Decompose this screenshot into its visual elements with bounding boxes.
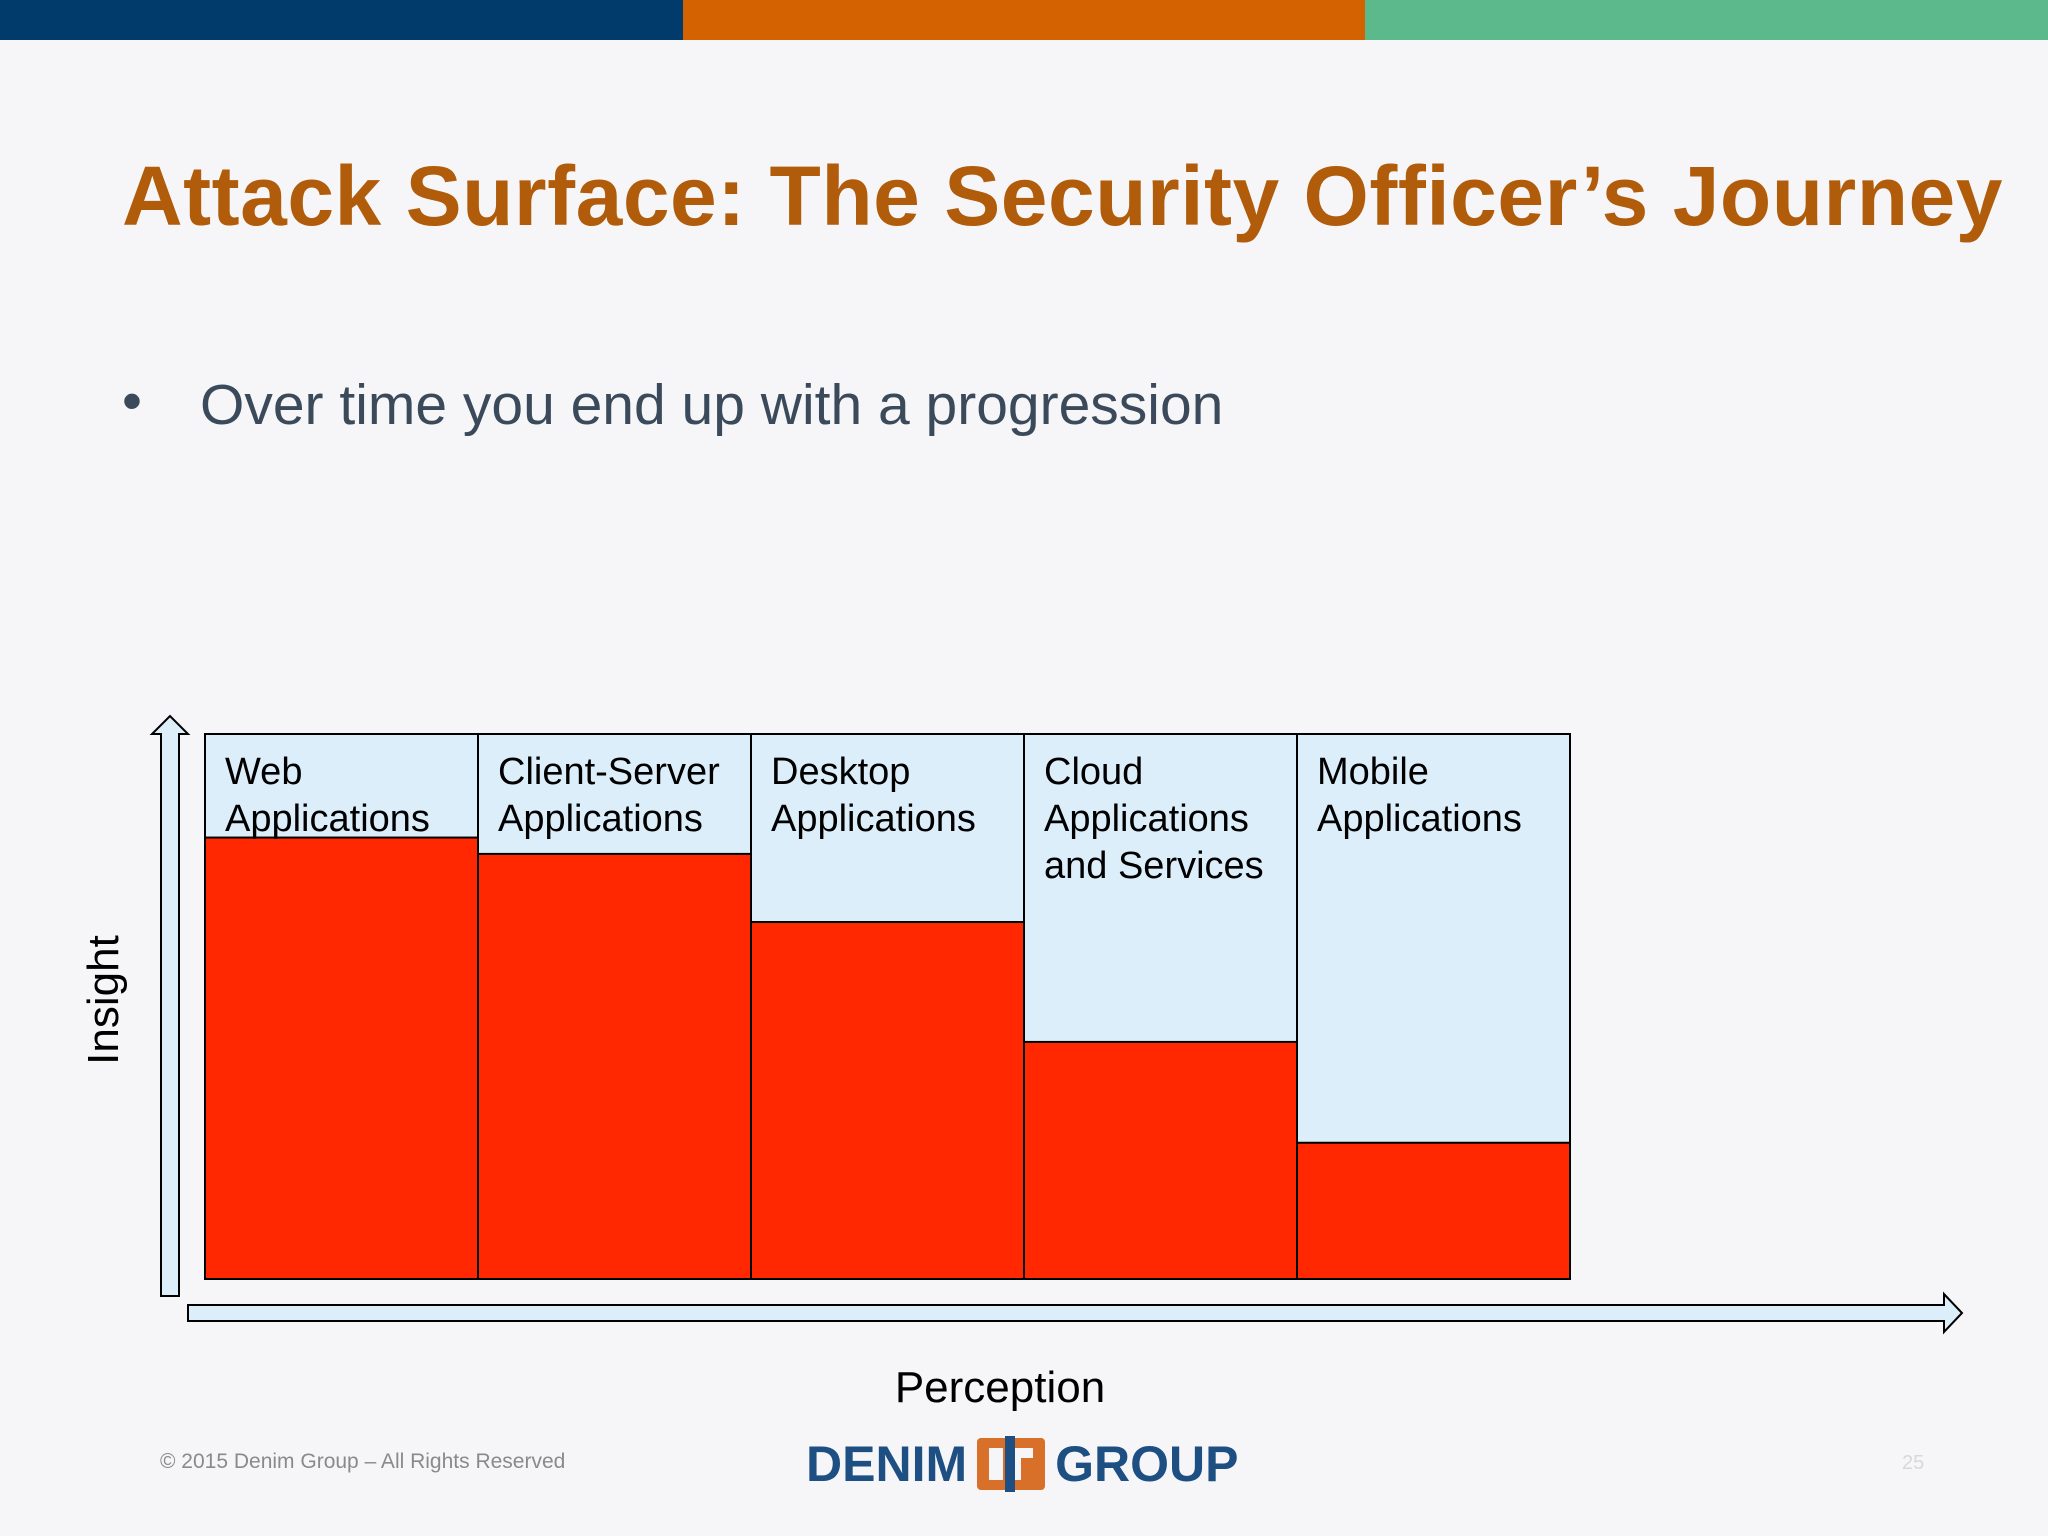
category-label-line: Client-Server: [498, 751, 720, 793]
denim-group-logo: DENIM GROUP: [806, 1434, 1238, 1494]
logo-word-left: DENIM: [806, 1436, 968, 1492]
page-number: 25: [1902, 1452, 1925, 1474]
logo-mark-icon: [977, 1436, 1046, 1492]
insight-bar: [204, 836, 479, 1280]
category-label-line: Applications: [498, 798, 703, 840]
insight-bar: [1296, 1141, 1571, 1280]
top-color-bar: [0, 0, 2048, 40]
top-bar-green-segment: [1365, 0, 2048, 40]
copyright-text: © 2015 Denim Group – All Rights Reserved: [160, 1450, 566, 1473]
category-label-line: Web: [225, 751, 302, 793]
category-label-line: Mobile: [1317, 751, 1429, 793]
category-label-line: Desktop: [771, 751, 910, 793]
bullet-text: Over time you end up with a progression: [200, 373, 1224, 437]
top-bar-blue-segment: [0, 0, 683, 40]
category-label-line: and Services: [1044, 845, 1264, 887]
x-axis-arrow: [187, 1291, 1964, 1335]
y-axis-arrow: [149, 714, 191, 1297]
category-label: Desktop Applications: [771, 751, 976, 840]
category-label: Mobile Applications: [1317, 751, 1522, 840]
insight-bar: [750, 921, 1025, 1281]
category-label: Web Applications: [225, 751, 430, 840]
category-label: Cloud Applications and Services: [1044, 751, 1264, 887]
category-label-line: Applications: [1044, 798, 1249, 840]
category-label-line: Applications: [771, 798, 976, 840]
category-label-line: Applications: [225, 798, 430, 840]
insight-bar: [477, 852, 752, 1281]
bullet-marker: •: [122, 369, 142, 433]
category-label: Client-Server Applications: [498, 751, 720, 840]
insight-bar: [1023, 1040, 1298, 1281]
y-axis-label: Insight: [79, 935, 128, 1065]
category-label-line: Cloud: [1044, 751, 1143, 793]
x-axis-label: Perception: [895, 1363, 1105, 1412]
logo-word-right: GROUP: [1055, 1436, 1239, 1492]
top-bar-orange-segment: [682, 0, 1366, 40]
slide-title: Attack Surface: The Security Officer’s J…: [122, 149, 2003, 243]
category-label-line: Applications: [1317, 798, 1522, 840]
